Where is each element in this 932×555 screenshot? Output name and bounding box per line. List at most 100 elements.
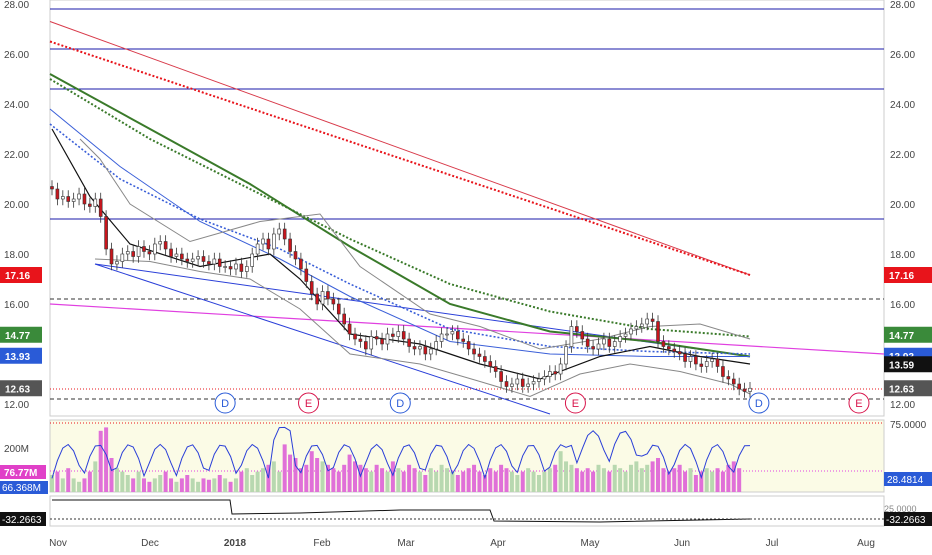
candle-body <box>88 203 92 207</box>
volume-bar <box>531 471 536 492</box>
x-tick-label: Feb <box>313 538 331 549</box>
candle-body <box>282 228 287 240</box>
x-tick-label: May <box>581 538 600 549</box>
candle-body <box>510 383 514 387</box>
volume-bar <box>407 464 412 492</box>
volume-bar <box>271 461 276 492</box>
candle-body <box>602 338 606 345</box>
candle-body <box>66 196 71 202</box>
volume-bar <box>244 468 249 492</box>
candle-body <box>234 263 238 270</box>
candle-body <box>288 238 292 252</box>
volume-bar <box>710 471 715 492</box>
candle-body <box>472 348 476 355</box>
indicator-y-tick: 25.0000 <box>884 504 917 514</box>
volume-bar <box>504 468 509 492</box>
candle-body <box>461 338 466 342</box>
volume-bar <box>488 468 493 492</box>
volume-bar <box>634 461 639 492</box>
volume-bar <box>737 468 742 492</box>
volume-bar <box>320 461 325 492</box>
volume-badge-label: 76.77M <box>4 468 37 479</box>
volume-ma-badge-label: 66.368M <box>2 483 41 494</box>
y-tick-left: 26.00 <box>4 50 29 61</box>
volume-bar <box>93 461 98 492</box>
candle-body <box>131 251 135 257</box>
candle-body <box>439 333 444 342</box>
candle-body <box>737 383 741 390</box>
black-ma-line <box>51 128 751 380</box>
volume-bar <box>179 478 184 492</box>
volume-bar <box>342 464 347 492</box>
volume-bar <box>650 461 655 492</box>
volume-bar <box>233 478 238 492</box>
candle-body <box>731 378 736 385</box>
pink-trend-line <box>49 303 885 355</box>
candle-body <box>639 323 644 327</box>
volume-bar <box>174 481 179 492</box>
candle-body <box>153 243 157 255</box>
candle-body <box>196 256 200 260</box>
candle-body <box>580 331 585 340</box>
volume-bar <box>98 430 103 492</box>
volume-bar <box>114 468 119 492</box>
volume-bar <box>434 471 439 492</box>
dividend-event-marker <box>389 392 411 414</box>
candle-body <box>266 238 271 250</box>
candle-body <box>591 346 595 350</box>
price-badge-left <box>0 267 42 283</box>
ma-blue-dotted-line <box>49 123 751 355</box>
candle-body <box>336 303 341 315</box>
candle-body <box>401 331 406 340</box>
candle-body <box>342 313 346 325</box>
volume-bar <box>60 478 65 492</box>
candle-body <box>136 246 141 257</box>
candle-body <box>569 326 574 347</box>
volume-bar <box>455 475 460 492</box>
x-tick-label: Dec <box>141 538 159 549</box>
price-badge-right-label: 13.59 <box>889 360 914 371</box>
price-badge-right <box>884 356 932 373</box>
candle-body <box>612 341 617 347</box>
volume-bar <box>109 458 114 492</box>
candle-body <box>564 346 568 365</box>
x-tick-label: Jul <box>766 538 779 549</box>
volume-bar <box>315 458 320 492</box>
volume-bar <box>358 464 363 492</box>
candle-body <box>98 198 103 217</box>
candle-body <box>694 356 698 365</box>
candle-body <box>710 358 714 362</box>
price-badge-left-label: 12.63 <box>5 384 30 395</box>
candle-body <box>115 261 119 265</box>
volume-bar <box>574 468 579 492</box>
price-badge-left-label: 17.16 <box>5 271 30 282</box>
volume-bar <box>141 478 146 492</box>
price-badge-right <box>884 326 932 343</box>
volume-bar <box>726 464 731 492</box>
volume-bar <box>239 471 244 492</box>
volume-bar <box>477 471 482 492</box>
candle-body <box>456 331 460 340</box>
volume-bar <box>104 427 109 492</box>
dividend-event-label: D <box>755 398 763 410</box>
y-tick-left: 16.00 <box>4 300 29 311</box>
y-tick-right: 22.00 <box>890 150 915 161</box>
candle-body <box>445 333 449 336</box>
volume-bar <box>309 451 314 492</box>
volume-bar <box>201 478 206 492</box>
candle-body <box>450 331 455 335</box>
candle-body <box>309 281 314 295</box>
volume-bar <box>277 471 282 492</box>
volume-bar <box>580 471 585 492</box>
volume-bar <box>82 478 87 492</box>
volume-bar <box>261 468 266 492</box>
candle-body <box>645 318 649 325</box>
volume-indicator-line <box>51 426 751 480</box>
candle-body <box>623 333 628 337</box>
candle-body <box>558 363 563 375</box>
candle-body <box>174 253 179 257</box>
candle-body <box>180 253 184 260</box>
earnings-event-label: E <box>305 398 312 410</box>
volume-bar <box>385 471 390 492</box>
